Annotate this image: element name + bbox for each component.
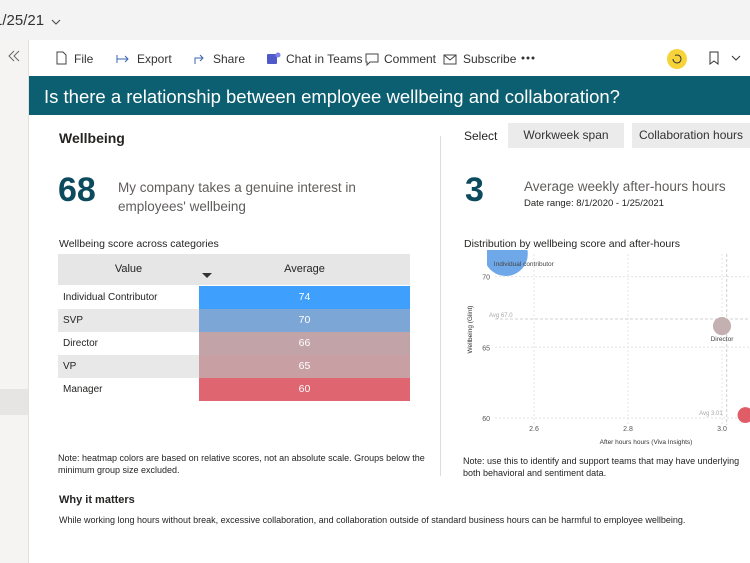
comment-icon	[365, 53, 379, 66]
toolbar-item[interactable]: File	[74, 52, 94, 66]
heatmap-cell: 65	[199, 355, 410, 378]
row-label: SVP	[58, 309, 199, 332]
subscribe-icon	[443, 54, 457, 65]
heatmap-cell: 60	[199, 378, 410, 401]
export-icon	[116, 55, 129, 63]
y-tick-label: 60	[482, 416, 490, 423]
kpi-value: 68	[58, 171, 96, 209]
toolbar-item[interactable]: Chat in Teams	[286, 52, 363, 66]
point-label: Individual contributor	[494, 261, 555, 268]
point-label: Director	[711, 336, 735, 343]
row-label: Manager	[58, 378, 199, 401]
kpi-label: Average weekly after-hours hours	[524, 179, 726, 194]
table-note: Note: heatmap colors are based on relati…	[58, 453, 425, 475]
y-tick-label: 70	[482, 275, 490, 282]
section-heading: Wellbeing	[59, 130, 125, 146]
date-range: Date range: 8/1/2020 - 1/25/2021	[524, 198, 664, 209]
kpi-label: My company takes a genuine interest in e…	[118, 180, 356, 214]
nav-selected[interactable]	[0, 389, 28, 415]
divider	[440, 136, 441, 476]
toolbar-item[interactable]: Subscribe	[463, 52, 517, 66]
y-tick-label: 65	[482, 345, 490, 352]
select-option[interactable]: Workweek span	[508, 123, 624, 148]
select-option[interactable]: Collaboration hours	[632, 123, 750, 148]
why-heading: Why it matters	[59, 494, 135, 506]
collapse-icon[interactable]	[6, 48, 22, 64]
row-label: Director	[58, 332, 199, 355]
side-nav	[0, 40, 29, 563]
more-icon[interactable]	[520, 55, 536, 61]
chart-note: Note: use this to identify and support t…	[463, 455, 739, 479]
column-header: Average	[284, 263, 325, 275]
heatmap-cell: 74	[199, 286, 410, 309]
point	[487, 250, 528, 276]
chart-title: Distribution by wellbeing score and afte…	[464, 238, 680, 250]
banner	[29, 76, 750, 115]
y-axis-label: Wellbeing (Glint)	[467, 306, 474, 354]
x-tick-label: 2.6	[529, 426, 539, 433]
heatmap-cell: 66	[199, 332, 410, 355]
toolbar-item[interactable]: Comment	[384, 52, 437, 66]
plot-area	[487, 250, 750, 424]
chart-note-line: both behavioral and sentiment data.	[463, 468, 607, 478]
table-header	[58, 254, 410, 285]
teams-icon	[267, 52, 281, 64]
banner-title: Is there a relationship between employee…	[44, 86, 620, 107]
x-axis-label: After hours hours (Viva Insights)	[600, 439, 693, 446]
select-label: Select	[464, 129, 498, 143]
row-label: Individual Contributor	[58, 286, 199, 309]
x-tick-label: 2.8	[623, 426, 633, 433]
date[interactable]: 1/25/21	[0, 12, 45, 29]
reset-icon[interactable]	[666, 48, 688, 70]
toolbar-item[interactable]: Share	[213, 52, 246, 66]
chart-note-line: Note: use this to identify and support t…	[463, 456, 740, 466]
file-icon	[56, 51, 67, 65]
kpi-value: 3	[465, 171, 484, 209]
x-tick-label: 3.0	[717, 426, 727, 433]
why-text: While working long hours without break, …	[59, 515, 686, 525]
table-title: Wellbeing score across categories	[59, 238, 219, 250]
bookmark-icon[interactable]	[708, 51, 744, 65]
row-label: VP	[58, 355, 199, 378]
toolbar-item[interactable]: Export	[137, 52, 172, 66]
date-chevron[interactable]	[50, 17, 62, 27]
sort-arrow	[202, 273, 212, 278]
point	[712, 317, 732, 336]
reference-label: Avg 67.0	[489, 313, 513, 319]
reference-label: Avg 3.01	[699, 411, 723, 417]
column-header: Value	[114, 263, 143, 275]
top-bar	[0, 0, 750, 40]
point	[737, 407, 750, 424]
heatmap-cell: 70	[199, 309, 410, 332]
share-icon	[194, 54, 204, 64]
